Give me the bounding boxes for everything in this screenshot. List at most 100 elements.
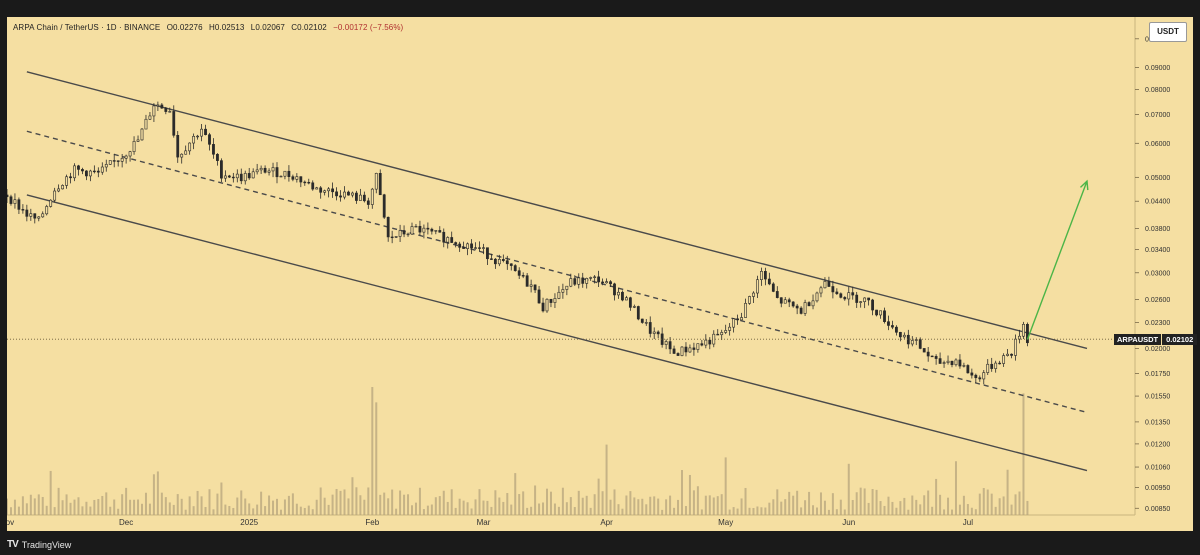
- symbol-legend: ARPA Chain / TetherUS · 1D · BINANCE O0.…: [13, 23, 407, 32]
- candle-body: [565, 285, 569, 290]
- volume-bar: [200, 496, 203, 515]
- x-tick-label: Nov: [7, 518, 14, 527]
- candle-body: [482, 247, 485, 249]
- candle-body: [636, 306, 640, 320]
- candle-body: [374, 173, 378, 190]
- candle-body: [509, 263, 513, 266]
- volume-bar: [129, 499, 132, 515]
- candle-body: [716, 333, 720, 336]
- volume-bar: [144, 492, 147, 515]
- volume-bar: [502, 501, 505, 515]
- volume-bar: [160, 492, 163, 515]
- volume-bar: [458, 498, 461, 515]
- volume-bar: [387, 498, 390, 515]
- volume-bar: [442, 490, 445, 515]
- candle-body: [902, 334, 906, 338]
- candle-body: [136, 139, 140, 142]
- candle-body: [21, 209, 25, 211]
- volume-bar: [538, 503, 541, 515]
- y-tick-label: 0.06000: [1145, 141, 1170, 148]
- candle-body: [986, 363, 990, 373]
- candle-body: [347, 191, 350, 196]
- candle-body: [331, 188, 334, 193]
- volume-bar: [283, 499, 286, 515]
- volume-bar: [168, 502, 171, 515]
- volume-bar: [446, 501, 449, 515]
- channel-upper-line: [26, 71, 1088, 350]
- volume-bar: [526, 507, 529, 515]
- volume-bar: [772, 499, 775, 515]
- volume-bar: [557, 506, 560, 515]
- volume-bar: [347, 498, 350, 515]
- volume-bar: [859, 487, 862, 515]
- volume-bar: [947, 497, 950, 515]
- candle-body: [803, 302, 807, 314]
- volume-bar: [164, 497, 167, 515]
- currency-button[interactable]: USDT: [1149, 22, 1187, 42]
- volume-bar: [609, 499, 612, 515]
- candle-body: [569, 278, 573, 287]
- volume-bar: [724, 457, 727, 515]
- candle-body: [267, 170, 271, 173]
- candle-body: [843, 297, 847, 300]
- volume-bar: [256, 504, 259, 515]
- candle-body: [994, 362, 998, 369]
- candle-body: [561, 289, 565, 293]
- volume-bar: [569, 497, 572, 515]
- volume-bar: [565, 502, 568, 515]
- price-chart[interactable]: 0.105000.090000.080000.070000.060000.050…: [7, 17, 1193, 531]
- volume-bar: [49, 470, 52, 515]
- candle-body: [378, 173, 382, 196]
- volume-bar: [863, 488, 866, 515]
- volume-bar: [172, 504, 175, 515]
- candle-body: [982, 372, 986, 380]
- candle-body: [450, 237, 454, 243]
- candle-body: [315, 187, 319, 190]
- volume-bar: [649, 496, 652, 515]
- volume-bar: [57, 487, 60, 515]
- volume-bar: [1002, 496, 1005, 515]
- candle-body: [73, 165, 76, 179]
- volume-bar: [919, 504, 922, 515]
- volume-bar: [605, 444, 608, 515]
- y-tick-label: 0.02000: [1145, 346, 1170, 353]
- candle-body: [760, 271, 763, 280]
- candle-body: [720, 332, 724, 336]
- candle-body: [112, 160, 116, 162]
- candle-body: [970, 372, 974, 376]
- candle-body: [676, 353, 680, 356]
- candle-body: [33, 213, 37, 219]
- volume-bar: [887, 496, 890, 515]
- candle-body: [700, 343, 704, 346]
- candle-body: [851, 292, 855, 296]
- y-tick-label: 0.09000: [1145, 65, 1170, 72]
- candle-body: [140, 128, 144, 141]
- volume-bar: [438, 496, 441, 515]
- symbol-name[interactable]: ARPA Chain / TetherUS · 1D · BINANCE: [13, 23, 161, 32]
- tradingview-logo[interactable]: TV TradingView: [7, 539, 71, 550]
- volume-bar: [780, 501, 783, 515]
- volume-bar: [593, 494, 596, 515]
- candle-body: [442, 231, 446, 243]
- volume-bar: [363, 499, 366, 515]
- candle-body: [696, 343, 700, 350]
- candle-body: [847, 292, 851, 300]
- volume-bar: [399, 490, 402, 515]
- volume-bar: [272, 500, 275, 515]
- candle-body: [835, 291, 839, 295]
- volume-bar: [299, 506, 302, 515]
- volume-bar: [875, 489, 878, 515]
- y-tick-label: 0.01200: [1145, 441, 1170, 448]
- high-value: H0.02513: [208, 23, 245, 32]
- volume-bar: [411, 505, 413, 515]
- candle-body: [895, 326, 898, 333]
- volume-bar: [534, 485, 537, 515]
- y-tick-label: 0.01350: [1145, 419, 1170, 426]
- volume-bar: [37, 494, 40, 515]
- footer-bar: TV TradingView: [0, 534, 1200, 555]
- candle-body: [13, 199, 17, 204]
- volume-bar: [97, 499, 100, 515]
- volume-bar: [549, 491, 552, 515]
- y-tick-label: 0.02300: [1145, 320, 1170, 327]
- candle-body: [684, 346, 688, 353]
